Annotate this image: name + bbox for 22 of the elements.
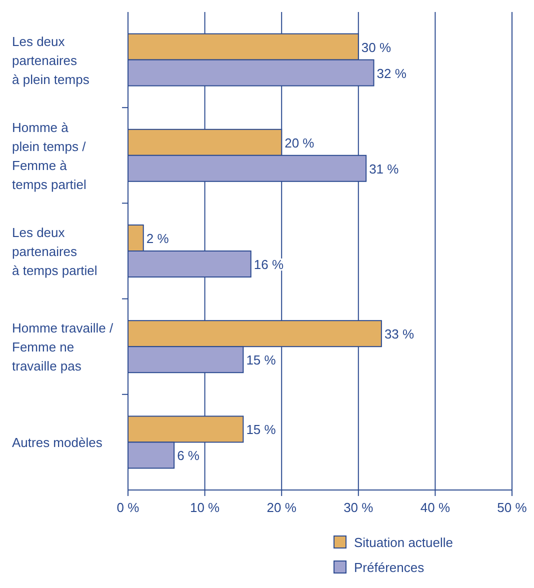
y-tick-label: Les deux partenaires à plein temps	[12, 34, 90, 87]
data-label: 15 %	[246, 422, 276, 438]
x-tick-label: 30 %	[344, 500, 374, 515]
x-tick-label: 0 %	[116, 500, 140, 515]
legend-label: Situation actuelle	[354, 535, 454, 550]
x-tick-label: 50 %	[497, 500, 528, 515]
data-label: 20 %	[284, 135, 315, 150]
y-tick-label: Homme travaille / Femme ne travaille pas	[12, 320, 114, 374]
data-label: 30 %	[361, 40, 392, 55]
y-tick-label: Les deux partenaires à temps partiel	[12, 225, 98, 278]
y-tick-label: Autres modèles	[12, 435, 103, 450]
y-tick-label: Homme à plein temps / Femme à temps partiel	[12, 120, 87, 192]
x-tick-label: 40 %	[420, 500, 450, 515]
data-label: 6 %	[177, 448, 200, 464]
data-label: 31 %	[369, 161, 400, 176]
data-label: 15 %	[246, 352, 276, 368]
data-label: 2 %	[146, 231, 170, 246]
x-tick-label: 10 %	[190, 500, 220, 515]
data-label: 33 %	[384, 326, 415, 342]
data-label: 32 %	[376, 66, 407, 81]
legend-label: Préférences	[354, 560, 425, 575]
x-tick-label: 20 %	[266, 500, 297, 515]
